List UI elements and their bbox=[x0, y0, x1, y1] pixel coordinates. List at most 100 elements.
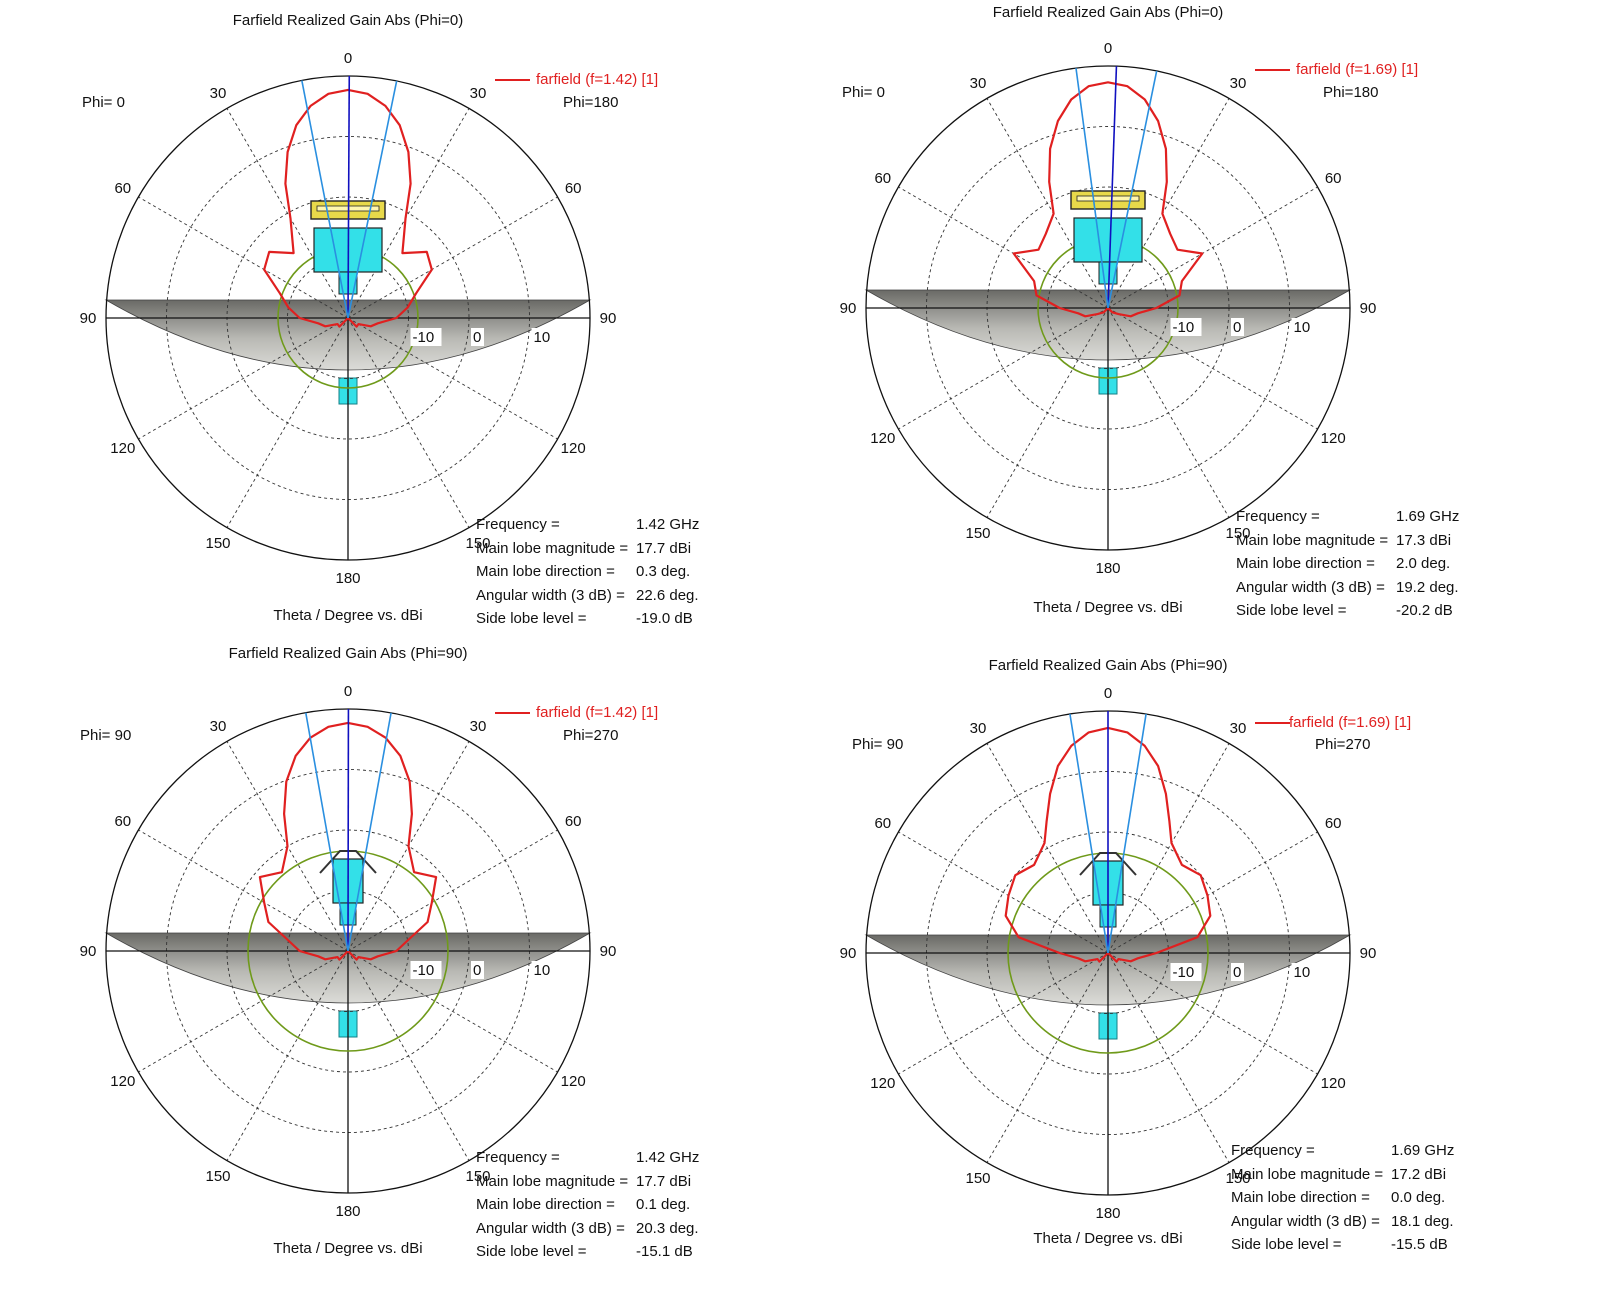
phi-right-label: Phi=270 bbox=[1315, 736, 1371, 753]
radial-tick-bg bbox=[1231, 963, 1244, 981]
angle-tick-label: 90 bbox=[600, 310, 617, 327]
grid-spoke bbox=[986, 952, 1109, 1163]
stat-key: Side lobe level = bbox=[476, 610, 587, 627]
angle-tick-label: 30 bbox=[970, 720, 987, 737]
angle-tick-label: 120 bbox=[110, 1073, 135, 1090]
grid-spoke bbox=[898, 186, 1109, 309]
stat-key: Main lobe direction = bbox=[1236, 555, 1375, 572]
angle-tick-label: 60 bbox=[874, 170, 891, 187]
angle-tick-label: 150 bbox=[465, 535, 490, 552]
angle-tick-label: 30 bbox=[470, 718, 487, 735]
stat-key: Side lobe level = bbox=[1231, 1236, 1342, 1253]
radial-tick-label: 10 bbox=[534, 329, 551, 346]
stat-key: Frequency = bbox=[1236, 508, 1320, 525]
angle-tick-label: 120 bbox=[870, 430, 895, 447]
stat-value: 17.3 dBi bbox=[1396, 531, 1452, 549]
angle-tick-label: 30 bbox=[210, 718, 227, 735]
angle-tick-label: 90 bbox=[840, 945, 857, 962]
angle-tick-label: 120 bbox=[1321, 1075, 1346, 1092]
angle-tick-label: 150 bbox=[1225, 525, 1250, 542]
angle-tick-label: 90 bbox=[1360, 945, 1377, 962]
angle-tick-label: 60 bbox=[1325, 815, 1342, 832]
main-lobe-line bbox=[347, 75, 351, 319]
stat-key: Angular width (3 dB) = bbox=[476, 586, 625, 604]
grid-spoke bbox=[898, 307, 1109, 430]
stat-value: -15.5 dB bbox=[1391, 1236, 1448, 1253]
phi-left-label: Phi= 90 bbox=[852, 736, 904, 753]
stat-row: Frequency = 1.69 GHz bbox=[1236, 505, 1459, 529]
stat-value: 19.2 deg. bbox=[1396, 578, 1459, 596]
polar-plot: 0 30 60 90 120 150 180 150 120 90 60 30 -10 0 10 bbox=[80, 50, 617, 587]
stat-row: Main lobe direction = 0.1 deg. bbox=[476, 1193, 699, 1217]
angle-tick-label: 120 bbox=[1321, 430, 1346, 447]
grid-spoke bbox=[226, 950, 349, 1161]
stat-key: Angular width (3 dB) = bbox=[1236, 578, 1385, 596]
angle-tick-label: 150 bbox=[1225, 1170, 1250, 1187]
stat-row: Side lobe level = -20.2 dB bbox=[1236, 599, 1459, 623]
grid-spoke bbox=[226, 317, 349, 528]
chart-title: Farfield Realized Gain Abs (Phi=0) bbox=[992, 4, 1224, 21]
legend-swatch bbox=[1255, 722, 1290, 724]
stat-row: Main lobe direction = 0.0 deg. bbox=[1231, 1186, 1454, 1210]
angle-tick-label: 150 bbox=[205, 535, 230, 552]
radial-tick-label: 10 bbox=[1294, 964, 1311, 981]
beamwidth-line bbox=[1107, 713, 1147, 954]
grid-spoke bbox=[898, 831, 1109, 954]
legend-label: farfield (f=1.42) [1] bbox=[536, 704, 659, 721]
radial-tick-bg bbox=[1291, 318, 1314, 336]
radial-tick-label: 0 bbox=[473, 962, 481, 979]
radial-tick-bg bbox=[471, 328, 484, 346]
radial-tick-label: -10 bbox=[1173, 319, 1195, 336]
grid-spoke bbox=[986, 98, 1109, 309]
phi-left-label: Phi= 0 bbox=[842, 84, 885, 101]
stat-key: Main lobe magnitude = bbox=[476, 1172, 629, 1190]
legend-label: farfield (f=1.42) [1] bbox=[536, 71, 659, 88]
legend-label: farfield (f=1.69) [1] bbox=[1289, 714, 1412, 731]
stat-value: 0.0 deg. bbox=[1391, 1189, 1446, 1206]
angle-tick-label: 90 bbox=[80, 310, 97, 327]
phi-left-label: Phi= 90 bbox=[80, 727, 132, 744]
angle-tick-label: 180 bbox=[1095, 1205, 1120, 1222]
radial-tick-label: 10 bbox=[1294, 319, 1311, 336]
stat-value: 2.0 deg. bbox=[1396, 555, 1451, 572]
angle-tick-label: 90 bbox=[840, 300, 857, 317]
radial-tick-label: 0 bbox=[473, 329, 481, 346]
stat-value: -15.1 dB bbox=[636, 1243, 693, 1260]
angle-tick-label: 90 bbox=[1360, 300, 1377, 317]
legend-swatch bbox=[495, 712, 530, 714]
legend-swatch bbox=[1255, 69, 1290, 71]
grid-spoke bbox=[1107, 831, 1318, 954]
legend-label: farfield (f=1.69) [1] bbox=[1296, 61, 1419, 78]
angle-tick-label: 0 bbox=[344, 50, 352, 67]
theta-axis-label: Theta / Degree vs. dBi bbox=[1033, 599, 1183, 616]
angle-tick-label: 90 bbox=[80, 943, 97, 960]
grid-spoke bbox=[986, 743, 1109, 954]
beamwidth-line bbox=[347, 712, 392, 952]
polar-chart-phi0-1.69: 0 30 60 90 120 150 180 150 120 90 60 30 -10 0 10 Farfi… bbox=[760, 0, 1560, 635]
grid-spoke bbox=[347, 950, 558, 1073]
angle-tick-label: 150 bbox=[465, 1168, 490, 1185]
stat-row: Frequency = 1.42 GHz bbox=[476, 513, 699, 537]
grid-spoke bbox=[138, 950, 349, 1073]
stat-key: Angular width (3 dB) = bbox=[1231, 1212, 1380, 1230]
polar-plot: 0 30 60 90 120 150 180 150 120 90 60 30 -10 0 10 bbox=[840, 40, 1377, 577]
antenna-director-slot bbox=[1076, 195, 1140, 202]
phi-left-label: Phi= 0 bbox=[82, 94, 125, 111]
beamwidth-line bbox=[1069, 713, 1109, 954]
grid-spoke bbox=[138, 829, 349, 952]
stat-value: 17.2 dBi bbox=[1391, 1165, 1447, 1183]
radial-tick-bg bbox=[410, 961, 442, 979]
grid-spoke bbox=[1107, 98, 1230, 309]
radial-tick-bg bbox=[410, 328, 442, 346]
angle-tick-label: 120 bbox=[110, 440, 135, 457]
stat-row: Frequency = 1.42 GHz bbox=[476, 1146, 699, 1170]
stat-value: 1.69 GHz bbox=[1396, 508, 1460, 525]
chart-title: Farfield Realized Gain Abs (Phi=90) bbox=[228, 645, 468, 662]
grid-spoke bbox=[347, 196, 558, 319]
stat-row: Angular width (3 dB) = 22.6 deg. bbox=[476, 584, 699, 608]
angle-tick-label: 120 bbox=[561, 1073, 586, 1090]
grid-spoke bbox=[347, 317, 558, 440]
angle-tick-label: 60 bbox=[874, 815, 891, 832]
stat-row: Main lobe magnitude = 17.7 dBi bbox=[476, 1170, 699, 1194]
stat-row: Angular width (3 dB) = 19.2 deg. bbox=[1236, 576, 1459, 600]
